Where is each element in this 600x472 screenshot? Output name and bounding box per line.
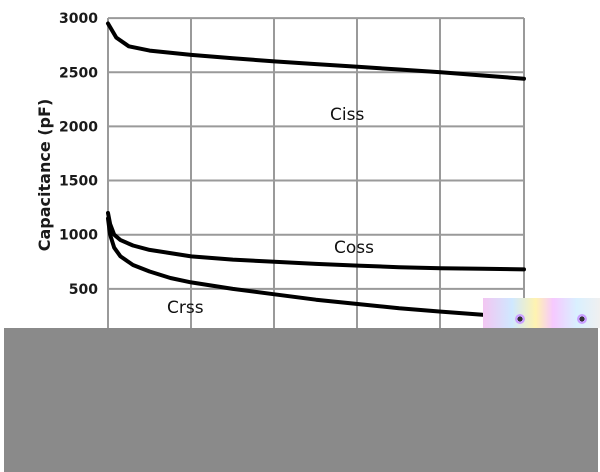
y-tick-label: 3000 [59, 11, 98, 27]
label-crss: Crss [167, 298, 204, 318]
image-artifact [483, 298, 600, 328]
label-coss: Coss [334, 238, 374, 258]
grid [107, 17, 525, 328]
y-tick-labels: 3000 2500 2000 1500 1000 500 [59, 11, 98, 298]
series-line-crss [106, 216, 526, 319]
y-tick-label: 1000 [59, 228, 98, 244]
y-tick-label: 2500 [59, 65, 98, 81]
redaction-block [4, 328, 598, 472]
y-tick-label: 2000 [59, 119, 98, 135]
y-axis-label: Capacitance (pF) [35, 99, 54, 252]
y-tick-label: 500 [69, 282, 98, 298]
series-line-ciss [106, 21, 526, 81]
y-tick-label: 1500 [59, 174, 98, 190]
series-line-coss [106, 211, 526, 272]
series-group [106, 21, 526, 319]
label-ciss: Ciss [330, 105, 364, 125]
